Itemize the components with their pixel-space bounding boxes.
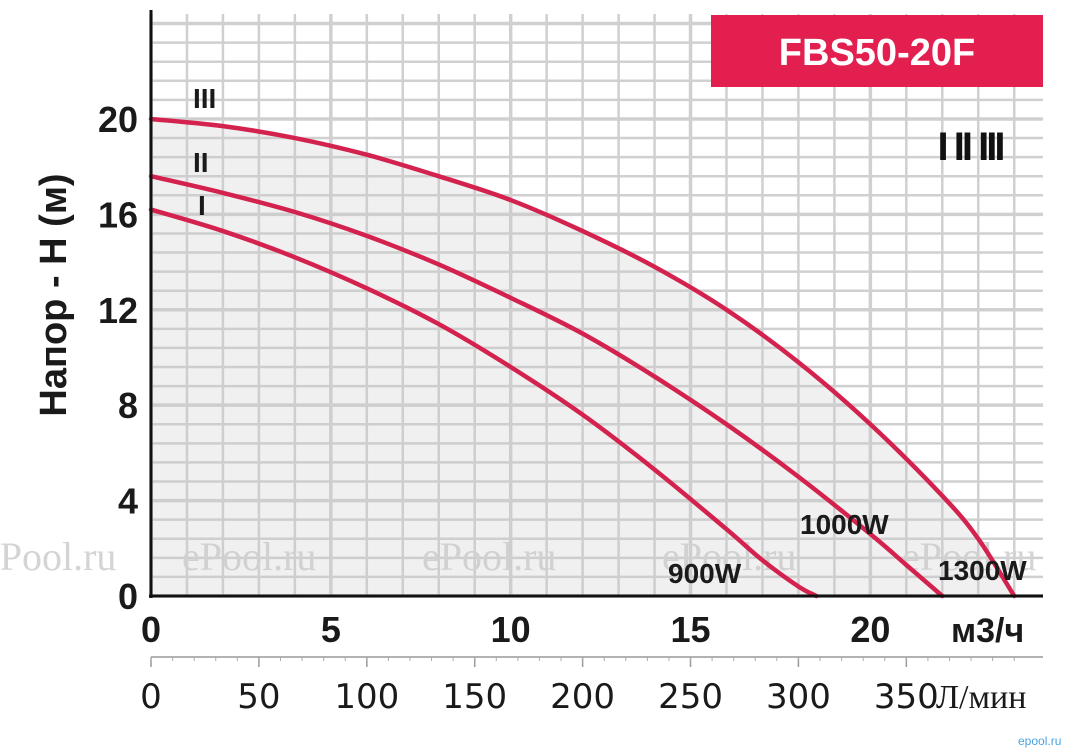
speed-legend: I II III [938, 125, 1007, 169]
curve-II [148, 173, 945, 599]
corner-watermark: epool.ru [1018, 734, 1061, 748]
curves [148, 116, 1017, 599]
x-secondary-tick-label: 250 [658, 677, 723, 717]
x-secondary-tick-label: 300 [766, 677, 831, 717]
x-secondary-tick-label: 350 [874, 677, 939, 717]
watermark-text: ePool.ru [0, 534, 116, 579]
speed-legend-text: I II III [938, 125, 1004, 169]
x-tick-label: 5 [321, 609, 341, 650]
x-secondary-tick-label: 150 [442, 677, 507, 717]
y-tick-label: 8 [118, 385, 138, 426]
x-tick-labels: 0 5 10 15 20 [141, 609, 890, 650]
curve-I [148, 207, 819, 599]
watermark-text: ePool.ru [422, 534, 556, 579]
curve-III [148, 116, 1017, 599]
power-label-I: 900W [668, 558, 742, 589]
x-tick-label: 0 [141, 609, 161, 650]
x-tick-label: 20 [850, 609, 890, 650]
watermarks: ePool.ruePool.ruePool.ruePool.ruePool.ru [0, 534, 1036, 579]
curve-label-II: II [193, 147, 209, 178]
model-badge-background [711, 15, 1043, 87]
x-tick-label: 15 [670, 609, 710, 650]
y-tick-label: 12 [98, 290, 138, 331]
x-secondary-tick-label: 100 [334, 677, 399, 717]
y-tick-label: 16 [98, 194, 138, 235]
power-label-II: 1000W [800, 509, 889, 540]
y-tick-label: 0 [118, 576, 138, 617]
y-tick-label: 20 [98, 99, 138, 140]
power-labels: 900W 1000W 1300W [668, 509, 1027, 589]
chart-title: FBS50-20F [779, 32, 975, 74]
x-secondary-tick-labels: 0 50 100 150 200 250 300 350 [140, 657, 1015, 717]
x-axis-secondary-unit: Л/мин [936, 679, 1026, 716]
curve-label-I: I [198, 190, 206, 221]
x-axis-unit: м3/ч [951, 612, 1024, 650]
x-secondary-tick-label: 200 [550, 677, 615, 717]
x-secondary-tick-label: 0 [140, 677, 162, 717]
plot-frame [149, 10, 1043, 658]
x-secondary-tick-label: 50 [237, 677, 280, 717]
watermark-text: ePool.ru [182, 534, 316, 579]
x-tick-label: 10 [491, 609, 531, 650]
power-label-III: 1300W [938, 555, 1027, 586]
y-tick-label: 4 [118, 481, 138, 522]
model-badge: FBS50-20F [711, 15, 1043, 87]
y-tick-labels: 0 4 8 12 16 20 [98, 99, 138, 617]
watermark-text: ePool.ru [902, 534, 1036, 579]
curve-label-III: III [193, 83, 216, 114]
y-axis-title: Напор - H (м) [33, 173, 75, 416]
